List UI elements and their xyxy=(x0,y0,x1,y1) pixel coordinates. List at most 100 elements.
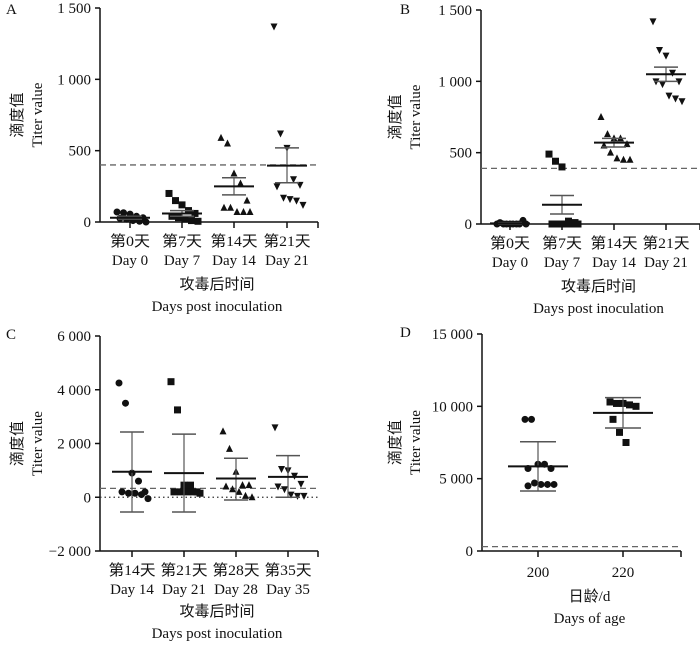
x-tick-label: Day 28 xyxy=(214,582,258,598)
series-1 xyxy=(164,378,204,513)
data-point xyxy=(662,52,670,60)
y-tick-label: −2 000 xyxy=(49,544,91,560)
data-point xyxy=(138,491,145,499)
x-tick-label: 第7天 xyxy=(542,234,582,252)
data-point xyxy=(222,482,230,490)
data-point xyxy=(613,399,620,407)
data-point xyxy=(245,481,253,489)
x-tick-label: 第14天 xyxy=(109,561,156,579)
x-tick-label: 第28天 xyxy=(213,561,260,579)
data-point xyxy=(188,217,195,225)
data-point xyxy=(183,488,191,496)
panel-d: D 0 5 000 10 000 15 000 200 220 滴度值 Titer value 日… xyxy=(386,325,682,627)
data-point xyxy=(537,480,545,488)
data-point xyxy=(175,214,182,222)
x-tick-label: Day 21 xyxy=(644,255,688,271)
data-point xyxy=(528,415,535,423)
y-tick-label: 6 000 xyxy=(57,329,91,345)
data-point xyxy=(187,481,194,489)
panel-label: D xyxy=(400,325,411,341)
data-point xyxy=(240,208,247,216)
data-point xyxy=(555,220,562,228)
data-point xyxy=(659,81,666,89)
series-3 xyxy=(267,23,307,209)
data-point xyxy=(227,203,234,211)
y-tick-label: 5 000 xyxy=(439,472,473,488)
data-point xyxy=(294,492,301,500)
data-point xyxy=(194,217,202,225)
data-point xyxy=(678,98,686,106)
series-0 xyxy=(112,379,152,513)
data-point xyxy=(135,477,142,485)
data-point xyxy=(270,23,278,31)
data-point xyxy=(125,489,132,497)
data-point xyxy=(609,415,617,423)
x-tick-label: 第7天 xyxy=(162,232,202,250)
y-tick-label: 0 xyxy=(84,490,92,506)
series-3 xyxy=(268,424,308,500)
data-point xyxy=(181,215,189,223)
series-1 xyxy=(593,396,653,446)
data-point xyxy=(524,482,532,490)
data-point xyxy=(167,378,175,386)
panel-a: A 0 500 1 000 1 500 第0天 Day 0 第7天 Day 7 第14天 Day 1… xyxy=(6,1,319,315)
panel-label: C xyxy=(6,327,16,343)
x-tick-label: 第21天 xyxy=(161,561,208,579)
data-point xyxy=(118,488,126,496)
data-point xyxy=(622,439,630,446)
data-point xyxy=(544,480,551,488)
x-tick-label: Day 7 xyxy=(544,255,581,271)
data-point xyxy=(120,209,127,217)
x-axis-title-en: Days post inoculation xyxy=(533,301,664,317)
y-axis-title: Titer value xyxy=(30,411,46,476)
y-axis-title: 滴度值 xyxy=(8,92,26,137)
x-tick-label: Day 14 xyxy=(110,582,154,598)
series-1 xyxy=(542,150,582,228)
x-tick-label: Day 21 xyxy=(162,582,206,598)
data-point xyxy=(296,181,304,189)
data-point xyxy=(233,208,241,216)
data-point xyxy=(248,493,256,501)
data-point xyxy=(122,399,129,407)
x-tick-label: 第0天 xyxy=(110,232,150,250)
data-point xyxy=(277,130,284,138)
data-point xyxy=(246,208,254,216)
data-point xyxy=(656,46,663,54)
y-tick-label: 1 500 xyxy=(438,3,472,19)
y-tick-label: 0 xyxy=(466,544,474,560)
x-tick-label: 第35天 xyxy=(265,561,312,579)
y-axis-title: Titer value xyxy=(408,410,424,475)
data-point xyxy=(300,492,308,500)
data-point xyxy=(620,155,627,163)
x-tick-label: 第14天 xyxy=(591,234,638,252)
x-tick-label: Day 0 xyxy=(112,253,148,269)
y-tick-label: 1 000 xyxy=(57,72,91,88)
data-point xyxy=(237,179,244,187)
y-tick-label: 0 xyxy=(465,217,473,233)
series-0 xyxy=(490,216,530,228)
data-point xyxy=(226,444,233,452)
y-tick-label: 500 xyxy=(69,144,92,160)
data-point xyxy=(131,489,139,497)
y-axis-title: 滴度值 xyxy=(8,421,26,466)
data-point xyxy=(286,196,294,204)
data-point xyxy=(115,379,123,387)
x-axis-title-en: Days post inoculation xyxy=(152,626,283,642)
data-point xyxy=(545,150,553,158)
y-tick-label: 4 000 xyxy=(57,383,91,399)
y-axis-title: 滴度值 xyxy=(386,420,404,465)
data-point xyxy=(613,154,621,162)
data-point xyxy=(144,495,152,503)
data-point xyxy=(177,488,184,496)
data-point xyxy=(531,479,538,487)
data-point xyxy=(675,78,683,86)
series-2 xyxy=(216,427,256,501)
data-point xyxy=(299,201,307,209)
data-point xyxy=(550,480,558,488)
x-axis-title: 攻毒后时间 xyxy=(561,278,636,295)
data-point xyxy=(606,398,614,406)
data-point xyxy=(561,220,569,228)
data-point xyxy=(239,481,246,489)
x-tick-label: 第21天 xyxy=(264,232,311,250)
